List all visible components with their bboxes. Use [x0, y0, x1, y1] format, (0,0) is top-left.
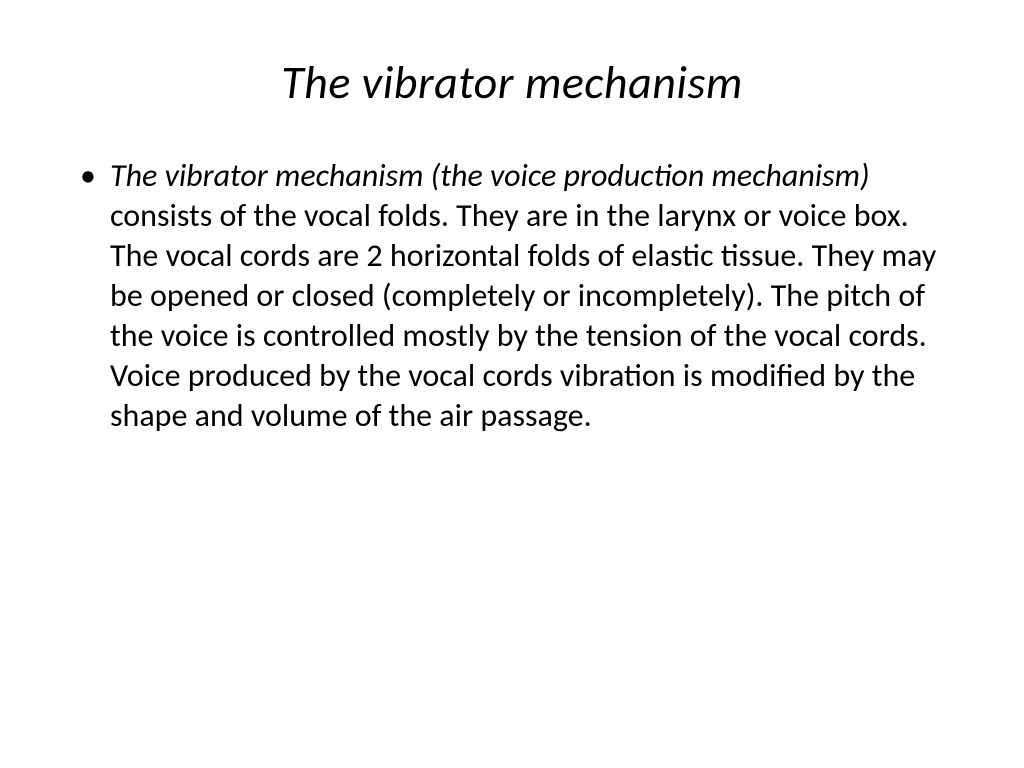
bullet-emphasis: The vibrator mechanism (the voice produc…	[110, 156, 870, 195]
slide-title: The vibrator mechanism	[70, 55, 954, 111]
slide: The vibrator mechanism The vibrator mech…	[0, 0, 1024, 768]
body-list: The vibrator mechanism (the voice produc…	[70, 156, 954, 436]
bullet-text: consists of the vocal folds. They are in…	[110, 196, 936, 435]
bullet-item: The vibrator mechanism (the voice produc…	[110, 156, 954, 436]
